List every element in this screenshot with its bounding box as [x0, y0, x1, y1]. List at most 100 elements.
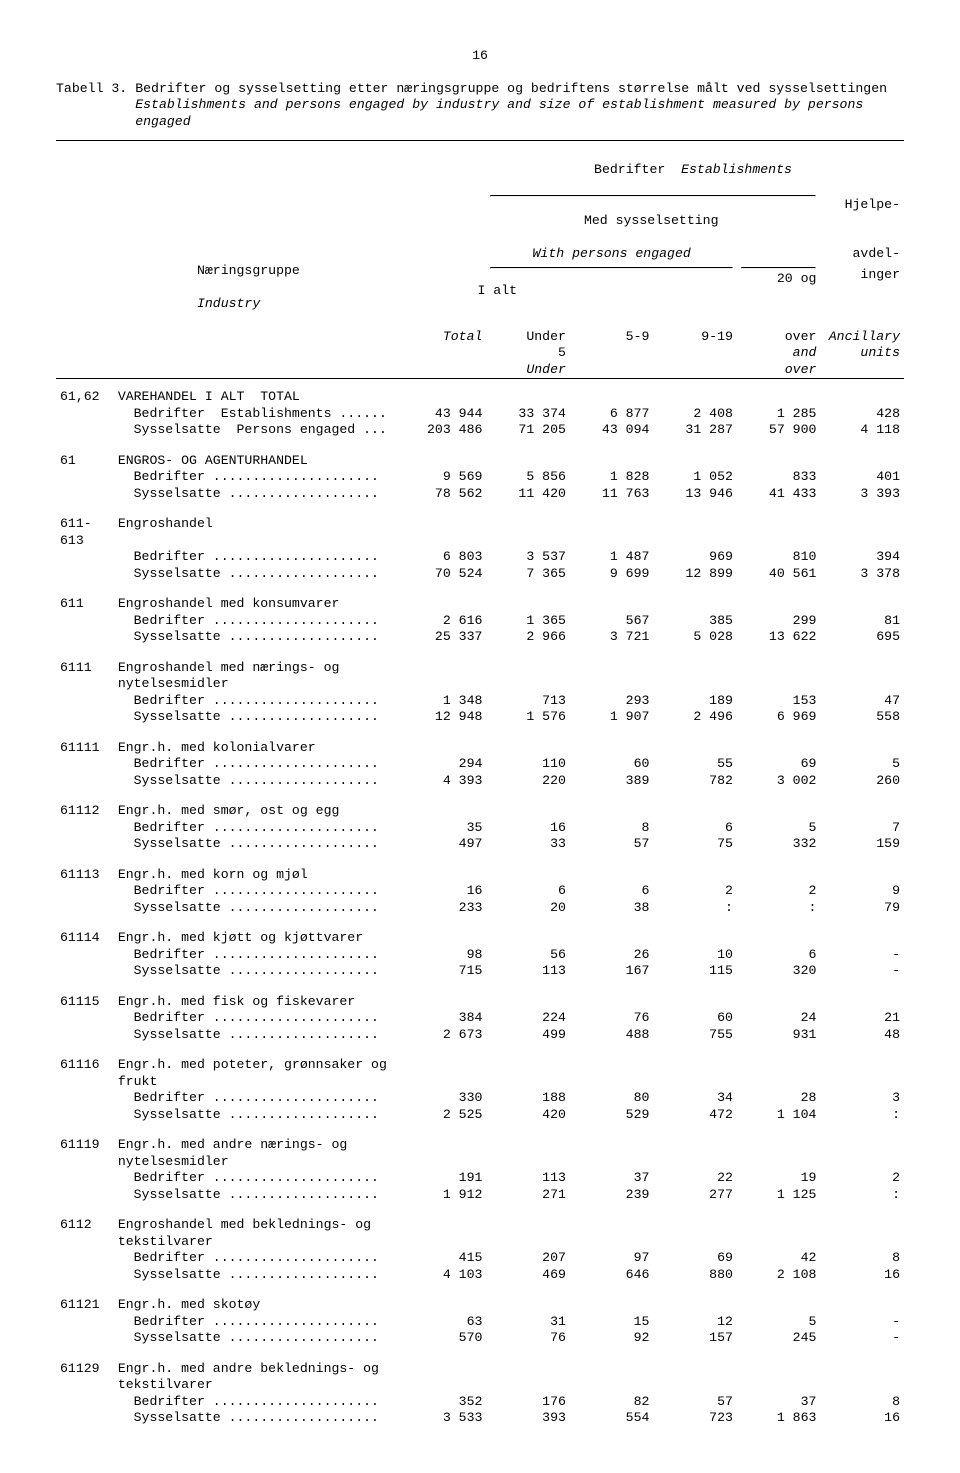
industry-code: 61116: [56, 1057, 114, 1074]
cell: :: [820, 1107, 904, 1124]
industry-code: 61129: [56, 1361, 114, 1378]
hdr-industry: Industry: [197, 296, 260, 311]
cell: -: [820, 963, 904, 980]
cell: 293: [570, 693, 654, 710]
group-header: 61121Engr.h. med skotøy: [56, 1297, 904, 1314]
group-header: 6112Engroshandel med beklednings- og: [56, 1217, 904, 1234]
cell: 28: [737, 1090, 821, 1107]
row-spacer: [56, 980, 904, 994]
cell: 33 374: [486, 406, 570, 423]
hdr-u5-3: Under: [486, 362, 570, 379]
cell: 558: [820, 709, 904, 726]
row-bedrifter: Bedrifter .....................985626106…: [56, 947, 904, 964]
group-header: 61115Engr.h. med fisk og fiskevarer: [56, 994, 904, 1011]
cell: 6: [486, 883, 570, 900]
cell: -: [820, 1330, 904, 1347]
industry-code: [56, 1154, 114, 1171]
industry-name: Engr.h. med korn og mjøl: [114, 867, 395, 884]
cell: 3 002: [737, 773, 821, 790]
row-sysselsatte: Sysselsatte ...................4 1034696…: [56, 1267, 904, 1284]
cell: 529: [570, 1107, 654, 1124]
row-label: Bedrifter .....................: [114, 1394, 395, 1411]
row-sysselsatte: Sysselsatte ...................2 5254205…: [56, 1107, 904, 1124]
cell: 554: [570, 1410, 654, 1427]
row-sysselsatte: Sysselsatte ...................570769215…: [56, 1330, 904, 1347]
cell: 57 900: [737, 422, 821, 439]
cell: 1 828: [570, 469, 654, 486]
row-label: Bedrifter .....................: [114, 613, 395, 630]
industry-name: nytelsesmidler: [114, 1154, 395, 1171]
industry-name: [114, 533, 395, 550]
cell: 9 699: [570, 566, 654, 583]
row-label: Bedrifter .....................: [114, 1010, 395, 1027]
row-label: Sysselsatte ...................: [114, 1107, 395, 1124]
row-label: Sysselsatte Persons engaged ...: [114, 422, 395, 439]
cell: 43 094: [570, 422, 654, 439]
row-label: Sysselsatte ...................: [114, 486, 395, 503]
industry-code: 6111: [56, 660, 114, 677]
cell: 6: [570, 883, 654, 900]
group-header: nytelsesmidler: [56, 676, 904, 693]
cell: 2 496: [653, 709, 737, 726]
row-spacer: [56, 853, 904, 867]
row-bedrifter: Bedrifter .....................6 8033 53…: [56, 549, 904, 566]
cell-total: 1 912: [394, 1187, 486, 1204]
industry-name: Engr.h. med andre nærings- og: [114, 1137, 395, 1154]
cell: 56: [486, 947, 570, 964]
hdr-bedrifter: Bedrifter: [594, 162, 665, 177]
row-label: Sysselsatte ...................: [114, 1267, 395, 1284]
cell: 428: [820, 406, 904, 423]
group-header: tekstilvarer: [56, 1377, 904, 1394]
row-label: Sysselsatte ...................: [114, 963, 395, 980]
row-bedrifter: Bedrifter Establishments ......43 94433 …: [56, 406, 904, 423]
cell: 16: [486, 820, 570, 837]
row-sysselsatte: Sysselsatte ...................1 9122712…: [56, 1187, 904, 1204]
cell: 260: [820, 773, 904, 790]
industry-code: [56, 1234, 114, 1251]
caption-no: Bedrifter og sysselsetting etter nærings…: [135, 81, 887, 96]
cell: 567: [570, 613, 654, 630]
cell: 880: [653, 1267, 737, 1284]
cell-total: 2 616: [394, 613, 486, 630]
cell: 1 907: [570, 709, 654, 726]
cell: 1 125: [737, 1187, 821, 1204]
cell: 6 969: [737, 709, 821, 726]
industry-code: [56, 1377, 114, 1394]
cell: 5: [737, 820, 821, 837]
industry-name: Engroshandel med beklednings- og: [114, 1217, 395, 1234]
cell-total: 70 524: [394, 566, 486, 583]
cell: 695: [820, 629, 904, 646]
group-header: nytelsesmidler: [56, 1154, 904, 1171]
cell-total: 43 944: [394, 406, 486, 423]
cell: 488: [570, 1027, 654, 1044]
industry-code: 61119: [56, 1137, 114, 1154]
industry-code: 61112: [56, 803, 114, 820]
cell: 1 285: [737, 406, 821, 423]
cell: 755: [653, 1027, 737, 1044]
cell: 2: [737, 883, 821, 900]
row-label: Bedrifter .....................: [114, 1250, 395, 1267]
cell: 57: [570, 836, 654, 853]
hdr-u5-1: Under: [486, 329, 570, 346]
cell-total: 35: [394, 820, 486, 837]
group-header: 61ENGROS- OG AGENTURHANDEL: [56, 453, 904, 470]
cell: 40 561: [737, 566, 821, 583]
cell: 69: [653, 1250, 737, 1267]
group-header: 611-Engroshandel: [56, 516, 904, 533]
cell: 271: [486, 1187, 570, 1204]
industry-code: 61113: [56, 867, 114, 884]
row-bedrifter: Bedrifter .....................35168657: [56, 820, 904, 837]
row-label: Sysselsatte ...................: [114, 1027, 395, 1044]
row-sysselsatte: Sysselsatte Persons engaged ...203 48671…: [56, 422, 904, 439]
cell: 2: [820, 1170, 904, 1187]
group-header: 6111Engroshandel med nærings- og: [56, 660, 904, 677]
cell: 11 763: [570, 486, 654, 503]
cell: 48: [820, 1027, 904, 1044]
industry-name: Engr.h. med kolonialvarer: [114, 740, 395, 757]
cell: 1 487: [570, 549, 654, 566]
row-label: Sysselsatte ...................: [114, 1330, 395, 1347]
row-sysselsatte: Sysselsatte ...................78 56211 …: [56, 486, 904, 503]
hdr-919: 9-19: [653, 329, 737, 346]
caption-label: Tabell 3.: [56, 81, 127, 98]
cell: 1 863: [737, 1410, 821, 1427]
